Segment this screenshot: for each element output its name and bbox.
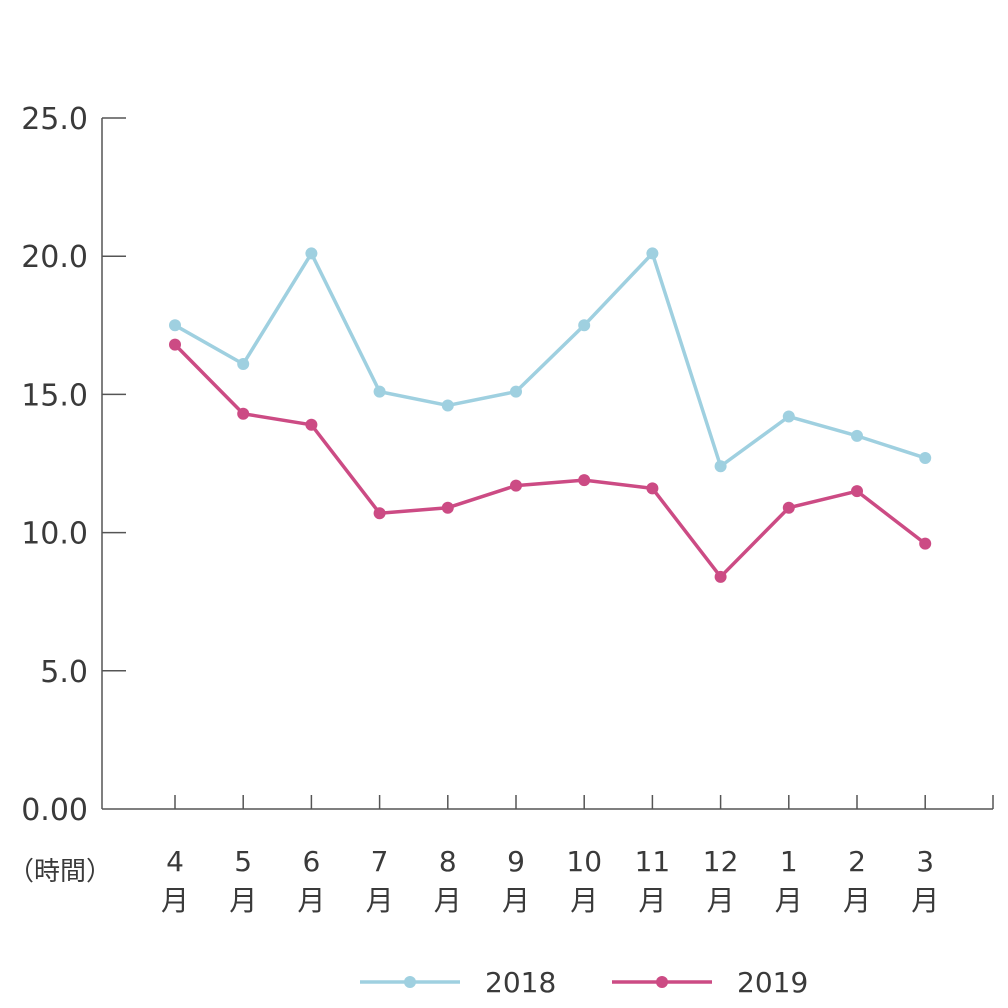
data-point	[510, 385, 522, 398]
y-unit-label: （時間）	[8, 857, 112, 887]
legend-swatch-marker	[404, 976, 416, 988]
series-2018	[169, 247, 932, 473]
data-point	[782, 501, 795, 514]
data-point	[169, 319, 181, 332]
x-tick-label: 11 月	[635, 845, 671, 917]
y-tick-label: 5.0	[40, 655, 88, 690]
data-point	[169, 338, 181, 351]
data-point	[373, 507, 386, 520]
x-tick-label: 10 月	[566, 845, 602, 917]
data-point	[714, 570, 727, 583]
legend: 2018 2019	[360, 966, 808, 999]
legend-item: 2018	[360, 966, 556, 999]
data-point	[578, 474, 591, 487]
data-point	[305, 418, 318, 431]
data-point	[441, 399, 454, 412]
series-line	[173, 343, 927, 579]
data-point	[919, 537, 932, 550]
data-point	[646, 482, 659, 495]
y-tick-label: 0.00	[21, 793, 88, 828]
data-point	[441, 501, 454, 514]
y-tick-label: 20.0	[21, 240, 88, 275]
data-point	[578, 319, 591, 332]
data-point	[305, 247, 318, 260]
data-point	[237, 357, 250, 370]
legend-label: 2018	[485, 966, 556, 999]
data-point	[373, 385, 386, 398]
y-tick-label: 25.0	[21, 102, 88, 137]
x-tick-label: 12 月	[703, 845, 739, 917]
legend-swatch-marker	[656, 976, 668, 988]
y-tick-label: 10.0	[21, 517, 88, 552]
series-2019	[169, 338, 932, 583]
y-axis-ticks: 0.00 5.0 10.0 15.0 20.0 25.0	[21, 102, 126, 828]
data-point	[237, 407, 250, 420]
axes	[101, 118, 994, 810]
y-tick-label: 15.0	[21, 378, 88, 413]
series-layer	[169, 247, 932, 583]
data-point	[714, 460, 727, 473]
series-line	[174, 251, 926, 469]
data-point	[782, 410, 795, 423]
data-point	[646, 247, 659, 260]
legend-item: 2019	[612, 966, 808, 999]
x-axis-ticks: 4 月 5 月 6 月 7 月 8 月 9 月 10 月 11 月 12 月 1 月 2 月 3 月	[161, 795, 939, 917]
data-point	[851, 485, 863, 498]
data-point	[919, 451, 932, 464]
data-point	[510, 479, 522, 492]
data-point	[851, 429, 863, 442]
legend-label: 2019	[737, 966, 808, 999]
